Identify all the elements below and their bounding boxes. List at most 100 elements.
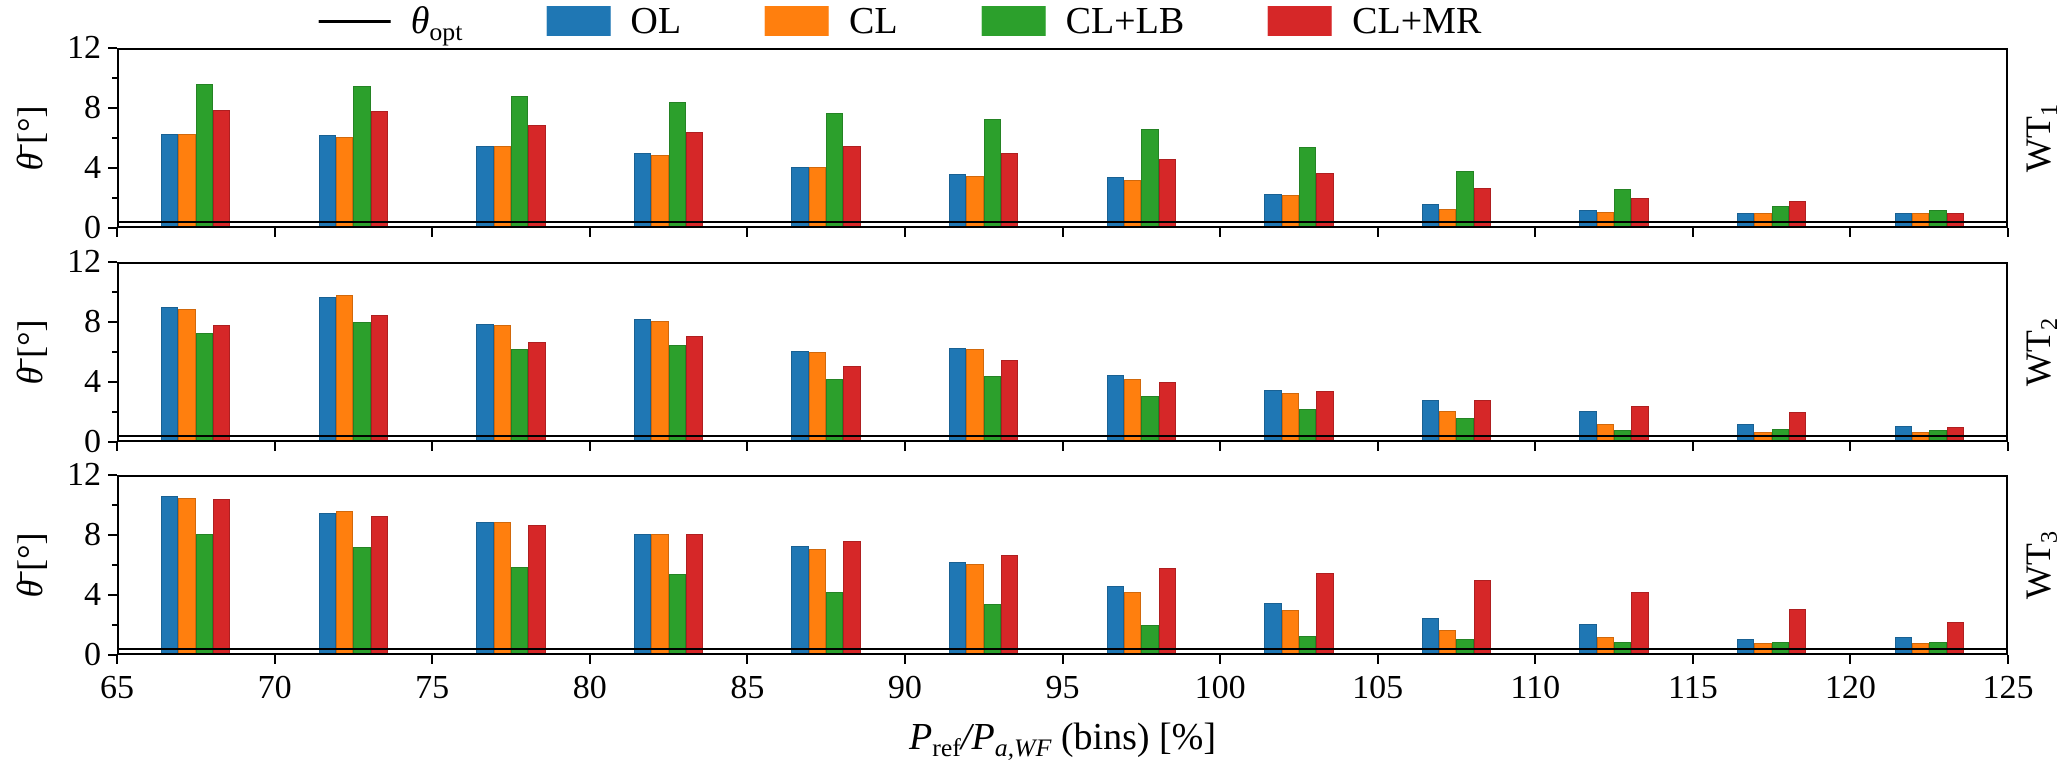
- bar-WT1-CL+MR-102.5: [1316, 172, 1334, 228]
- y-minor-tick: [112, 137, 117, 139]
- bar-WT3-CL-87.5: [808, 548, 827, 655]
- bar-WT1-CL+LB-67.5: [195, 84, 214, 228]
- bar-WT2-CL+LB-92.5: [983, 376, 1002, 442]
- bar-WT1-CL-102.5: [1281, 195, 1299, 228]
- bar-WT2-CL+LB-87.5: [826, 379, 844, 442]
- y-tick-label: 8: [84, 89, 101, 126]
- bar-WT1-CL+LB-102.5: [1298, 147, 1317, 228]
- y-tick-label: 8: [84, 516, 101, 553]
- bar-WT2-CL+MR-72.5: [370, 314, 389, 442]
- y-minor-tick: [112, 77, 117, 79]
- bar-WT3-CL+MR-72.5: [370, 515, 389, 655]
- y-axis-label: θ̄ [°]: [10, 105, 50, 171]
- bar-WT2-OL-107.5: [1421, 400, 1440, 442]
- bar-WT2-CL+MR-107.5: [1473, 400, 1492, 442]
- x-tick: [1376, 655, 1379, 664]
- bar-WT2-CL-97.5: [1123, 379, 1142, 442]
- x-tick: [2007, 442, 2009, 451]
- bar-WT1-CL-112.5: [1596, 211, 1615, 228]
- bar-WT3-CL+MR-77.5: [528, 524, 546, 655]
- bar-WT1-CL+LB-122.5: [1929, 210, 1947, 228]
- bar-WT1-CL+LB-112.5: [1614, 189, 1632, 228]
- bar-WT1-CL+MR-107.5: [1473, 187, 1492, 228]
- legend: θopt OL CL CL+LB CL+MR: [318, 0, 1481, 47]
- bar-WT2-CL+LB-77.5: [510, 349, 529, 442]
- x-tick: [2007, 655, 2009, 664]
- bar-WT3-CL-107.5: [1439, 629, 1457, 655]
- bar-WT1-OL-92.5: [949, 174, 967, 228]
- x-tick: [1691, 655, 1694, 664]
- x-tick-label: 80: [572, 669, 607, 706]
- y-axis-label: θ̄ [°]: [10, 532, 50, 598]
- y-tick-label: 4: [84, 363, 101, 400]
- bar-WT2-OL-67.5: [161, 307, 179, 442]
- subplot-wt1: [117, 48, 2008, 228]
- y-tick: [108, 107, 117, 109]
- y-tick-label: 0: [84, 423, 101, 460]
- bar-WT1-CL+MR-82.5: [685, 132, 704, 228]
- y-tick-label: 4: [84, 576, 101, 613]
- x-tick: [1061, 228, 1064, 237]
- y-tick: [108, 227, 117, 229]
- y-tick-label: 12: [67, 29, 101, 66]
- bar-WT1-CL+LB-72.5: [353, 85, 371, 228]
- bar-WT1-OL-87.5: [791, 166, 809, 228]
- bar-WT1-CL+MR-72.5: [370, 111, 389, 228]
- y-tick: [108, 167, 117, 169]
- bar-WT3-CL+LB-87.5: [826, 592, 844, 655]
- bar-WT1-CL+MR-122.5: [1946, 213, 1964, 228]
- bar-WT3-OL-122.5: [1894, 637, 1912, 655]
- bar-WT3-CL+MR-107.5: [1473, 580, 1492, 655]
- legend-label-cl: CL: [849, 0, 898, 42]
- x-tick: [116, 442, 118, 451]
- x-tick: [1849, 228, 1852, 237]
- legend-label-theta-opt: θopt: [410, 0, 463, 47]
- y-minor-tick: [112, 624, 117, 626]
- x-tick: [1849, 442, 1852, 451]
- bar-WT3-CL+LB-67.5: [195, 533, 214, 655]
- x-tick-label: 105: [1352, 669, 1404, 706]
- bar-WT2-CL+LB-107.5: [1456, 418, 1474, 442]
- bar-WT3-CL-77.5: [493, 521, 511, 655]
- bar-WT3-OL-87.5: [791, 545, 809, 655]
- bar-WT1-OL-82.5: [633, 153, 652, 228]
- x-tick: [588, 442, 591, 451]
- x-tick: [746, 228, 749, 237]
- bar-WT1-OL-122.5: [1894, 213, 1912, 228]
- bar-WT3-CL-82.5: [651, 533, 669, 655]
- bar-WT2-CL-112.5: [1596, 424, 1615, 442]
- y-tick: [108, 381, 117, 383]
- bar-WT2-OL-77.5: [476, 323, 494, 442]
- x-tick: [273, 655, 276, 664]
- x-tick: [431, 442, 434, 451]
- y-tick: [108, 474, 117, 476]
- bar-WT1-CL+LB-82.5: [668, 102, 686, 228]
- bar-WT1-CL-87.5: [808, 166, 827, 228]
- row-label-wt2: WT2: [2018, 317, 2063, 387]
- bar-WT3-OL-77.5: [476, 521, 494, 655]
- y-minor-tick: [112, 351, 117, 353]
- y-tick-label: 12: [67, 243, 101, 280]
- y-tick-label: 0: [84, 636, 101, 673]
- x-tick: [746, 655, 749, 664]
- bar-WT2-OL-112.5: [1579, 410, 1597, 442]
- y-tick: [108, 594, 117, 596]
- bar-WT1-CL-72.5: [336, 136, 354, 228]
- bar-WT2-CL-82.5: [651, 320, 669, 442]
- x-tick: [116, 228, 118, 237]
- bar-WT3-CL+MR-97.5: [1158, 568, 1176, 655]
- x-tick: [903, 442, 906, 451]
- x-tick: [116, 655, 118, 664]
- bar-WT2-CL-107.5: [1439, 410, 1457, 442]
- x-tick-label: 75: [415, 669, 450, 706]
- bar-WT2-CL+MR-67.5: [213, 325, 231, 442]
- bar-WT1-CL+MR-87.5: [843, 145, 861, 228]
- bar-WT2-OL-87.5: [791, 350, 809, 442]
- bar-WT1-OL-117.5: [1736, 213, 1755, 228]
- bar-WT1-CL-117.5: [1754, 213, 1772, 228]
- x-tick: [1534, 655, 1537, 664]
- bar-WT1-CL-82.5: [651, 154, 669, 228]
- bar-WT2-CL-72.5: [336, 295, 354, 442]
- bar-WT3-CL+MR-87.5: [843, 541, 861, 655]
